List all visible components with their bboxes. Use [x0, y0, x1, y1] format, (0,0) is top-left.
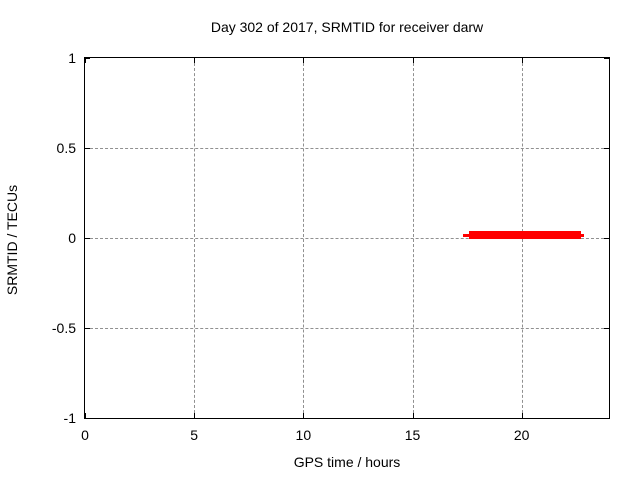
- y-tick-mark-left: [85, 148, 90, 149]
- y-tick-mark-right: [604, 238, 609, 239]
- y-tick-mark-left: [85, 58, 90, 59]
- x-axis-label: GPS time / hours: [293, 454, 401, 470]
- x-tick-label: 20: [513, 427, 530, 443]
- plot-area: [84, 57, 610, 419]
- x-tick-mark-top: [303, 58, 305, 63]
- x-tick-mark-bottom: [194, 413, 196, 418]
- y-axis-label: SRMTID / TECUs: [4, 184, 20, 296]
- y-tick-mark-left: [85, 418, 90, 419]
- y-tick-mark-right: [604, 148, 609, 149]
- y-tick-mark-right: [604, 58, 609, 59]
- x-tick-mark-top: [412, 58, 414, 63]
- x-tick-mark-bottom: [85, 413, 86, 418]
- x-tick-mark-top: [85, 58, 86, 63]
- x-tick-label: 5: [190, 427, 199, 443]
- x-tick-mark-bottom: [412, 413, 414, 418]
- x-tick-label: 0: [81, 427, 89, 443]
- x-tick-mark-bottom: [303, 413, 305, 418]
- y-tick-label: 1: [68, 50, 76, 66]
- y-tick-label: 0: [68, 230, 76, 246]
- y-tick-label: -1: [63, 410, 76, 426]
- data-series-segment: [580, 233, 584, 237]
- x-tick-label: 10: [295, 427, 312, 443]
- x-tick-mark-top: [194, 58, 196, 63]
- y-tick-mark-left: [85, 238, 90, 239]
- gridline-horizontal: [85, 328, 609, 329]
- chart-title: Day 302 of 2017, SRMTID for receiver dar…: [210, 19, 484, 35]
- data-series-segment: [462, 233, 470, 237]
- data-series-segment: [469, 231, 581, 240]
- y-tick-label: 0.5: [56, 140, 76, 156]
- x-tick-mark-top: [521, 58, 523, 63]
- gridline-horizontal: [85, 238, 609, 239]
- x-tick-mark-bottom: [521, 413, 523, 418]
- y-tick-label: -0.5: [51, 320, 76, 336]
- y-tick-mark-right: [604, 328, 609, 329]
- x-tick-label: 15: [404, 427, 421, 443]
- y-tick-mark-left: [85, 328, 90, 329]
- gridline-horizontal: [85, 148, 609, 149]
- y-tick-mark-right: [604, 418, 609, 419]
